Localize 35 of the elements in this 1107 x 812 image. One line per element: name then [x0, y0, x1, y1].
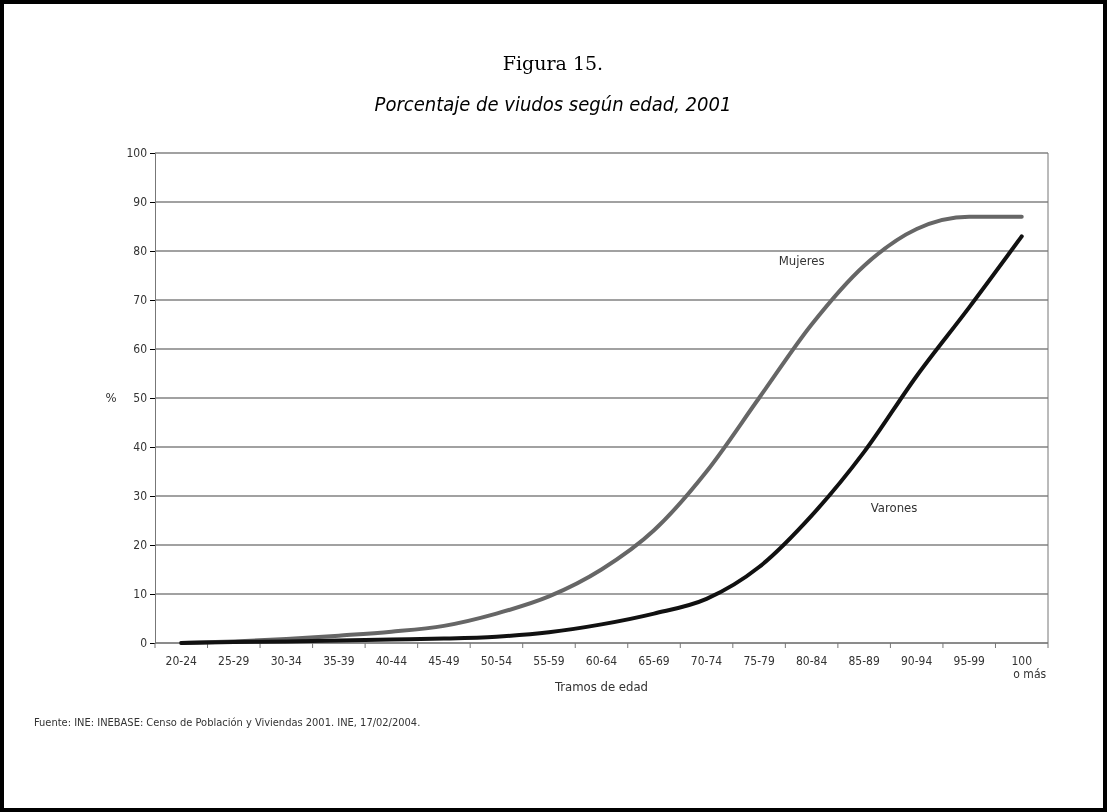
y-tick-label: 80 — [133, 244, 148, 259]
x-tick-label: 75-79 — [743, 654, 775, 668]
x-tick-label: 35-39 — [323, 654, 355, 668]
x-tick-label: 85-89 — [848, 654, 880, 668]
y-tick-label: 40 — [133, 440, 148, 455]
x-tick-label: 55-59 — [533, 654, 565, 668]
x-tick-label: 40-44 — [375, 654, 408, 668]
x-tick-label: 60-64 — [585, 654, 618, 668]
x-tick-label: 45-49 — [428, 654, 460, 668]
y-axis-title: % — [105, 390, 117, 405]
x-tick-label: 30-34 — [270, 654, 303, 668]
source-note: Fuente: INE: INEBASE: Censo de Población y Viviendas 2001. INE, 17/02/2004. — [34, 716, 421, 729]
y-tick-label: 10 — [133, 587, 148, 602]
x-axis-title: Tramos de edad — [553, 679, 649, 694]
y-tick-label: 20 — [133, 538, 148, 553]
text: Mujeres — [778, 252, 825, 268]
chart-title: Figura 15. — [502, 52, 604, 74]
x-tick-label: 100 o más — [1011, 654, 1047, 681]
x-tick-label: 20-24 — [165, 654, 198, 668]
x-tick-label: 50-54 — [480, 654, 513, 668]
x-tick-label: 95-99 — [953, 654, 986, 668]
x-tick-label: 25-29 — [218, 654, 250, 668]
y-tick-label: 50 — [133, 391, 148, 406]
x-tick-label: 70-74 — [690, 654, 723, 668]
x-tick-label: 80-84 — [795, 654, 828, 668]
x-tick-label: 90-94 — [900, 654, 933, 668]
y-tick-label: 60 — [133, 342, 148, 357]
y-tick-label: 70 — [133, 293, 148, 308]
y-tick-label: 30 — [133, 489, 148, 504]
chart-subtitle: Porcentaje de viudos según edad, 2001 — [374, 92, 732, 116]
y-tick-label: 0 — [140, 636, 148, 651]
x-tick-label: 65-69 — [638, 654, 670, 668]
y-tick-label: 90 — [133, 195, 148, 210]
text: Varones — [870, 499, 918, 515]
y-tick-label: 100 — [126, 146, 148, 161]
